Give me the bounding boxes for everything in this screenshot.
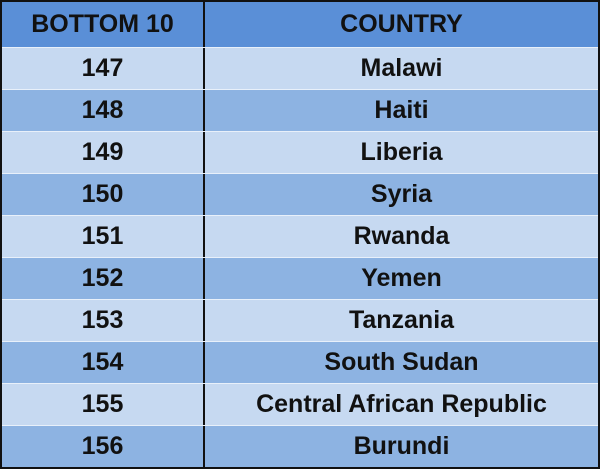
table-row: 149 Liberia xyxy=(2,131,598,173)
rank-cell: 154 xyxy=(2,342,205,383)
table-row: 156 Burundi xyxy=(2,425,598,467)
table-row: 153 Tanzania xyxy=(2,299,598,341)
country-cell: Haiti xyxy=(374,96,429,124)
table-row: 150 Syria xyxy=(2,173,598,215)
country-cell: Central African Republic xyxy=(256,390,547,418)
rank-cell: 155 xyxy=(2,384,205,425)
header-cell: COUNTRY xyxy=(340,10,463,38)
table-row: 154 South Sudan xyxy=(2,341,598,383)
rank-cell: 151 xyxy=(2,216,205,257)
rank-cell: 153 xyxy=(2,300,205,341)
country-cell: Tanzania xyxy=(348,306,455,334)
rank-cell: 152 xyxy=(2,258,205,299)
table-row: 155 Central African Republic xyxy=(2,383,598,425)
rank-cell: 150 xyxy=(2,174,205,215)
table-row: 148 Haiti xyxy=(2,89,598,131)
country-cell: Liberia xyxy=(360,138,443,166)
country-cell: Syria xyxy=(370,180,433,208)
country-cell: Yemen xyxy=(361,264,442,292)
table-row: 151 Rwanda xyxy=(2,215,598,257)
rank-cell: 156 xyxy=(2,426,205,467)
table-row: 152 Yemen xyxy=(2,257,598,299)
header-cell: BOTTOM 10 xyxy=(2,2,205,47)
rank-cell: 147 xyxy=(2,48,205,89)
country-cell: Burundi xyxy=(353,432,450,460)
header-row: BOTTOM 10 COUNTRY xyxy=(2,2,598,47)
country-cell: South Sudan xyxy=(324,348,479,376)
table-row: 147 Malawi xyxy=(2,47,598,89)
country-cell: Rwanda xyxy=(353,222,450,250)
rank-cell: 149 xyxy=(2,132,205,173)
country-cell: Malawi xyxy=(360,54,443,82)
rank-cell: 148 xyxy=(2,90,205,131)
